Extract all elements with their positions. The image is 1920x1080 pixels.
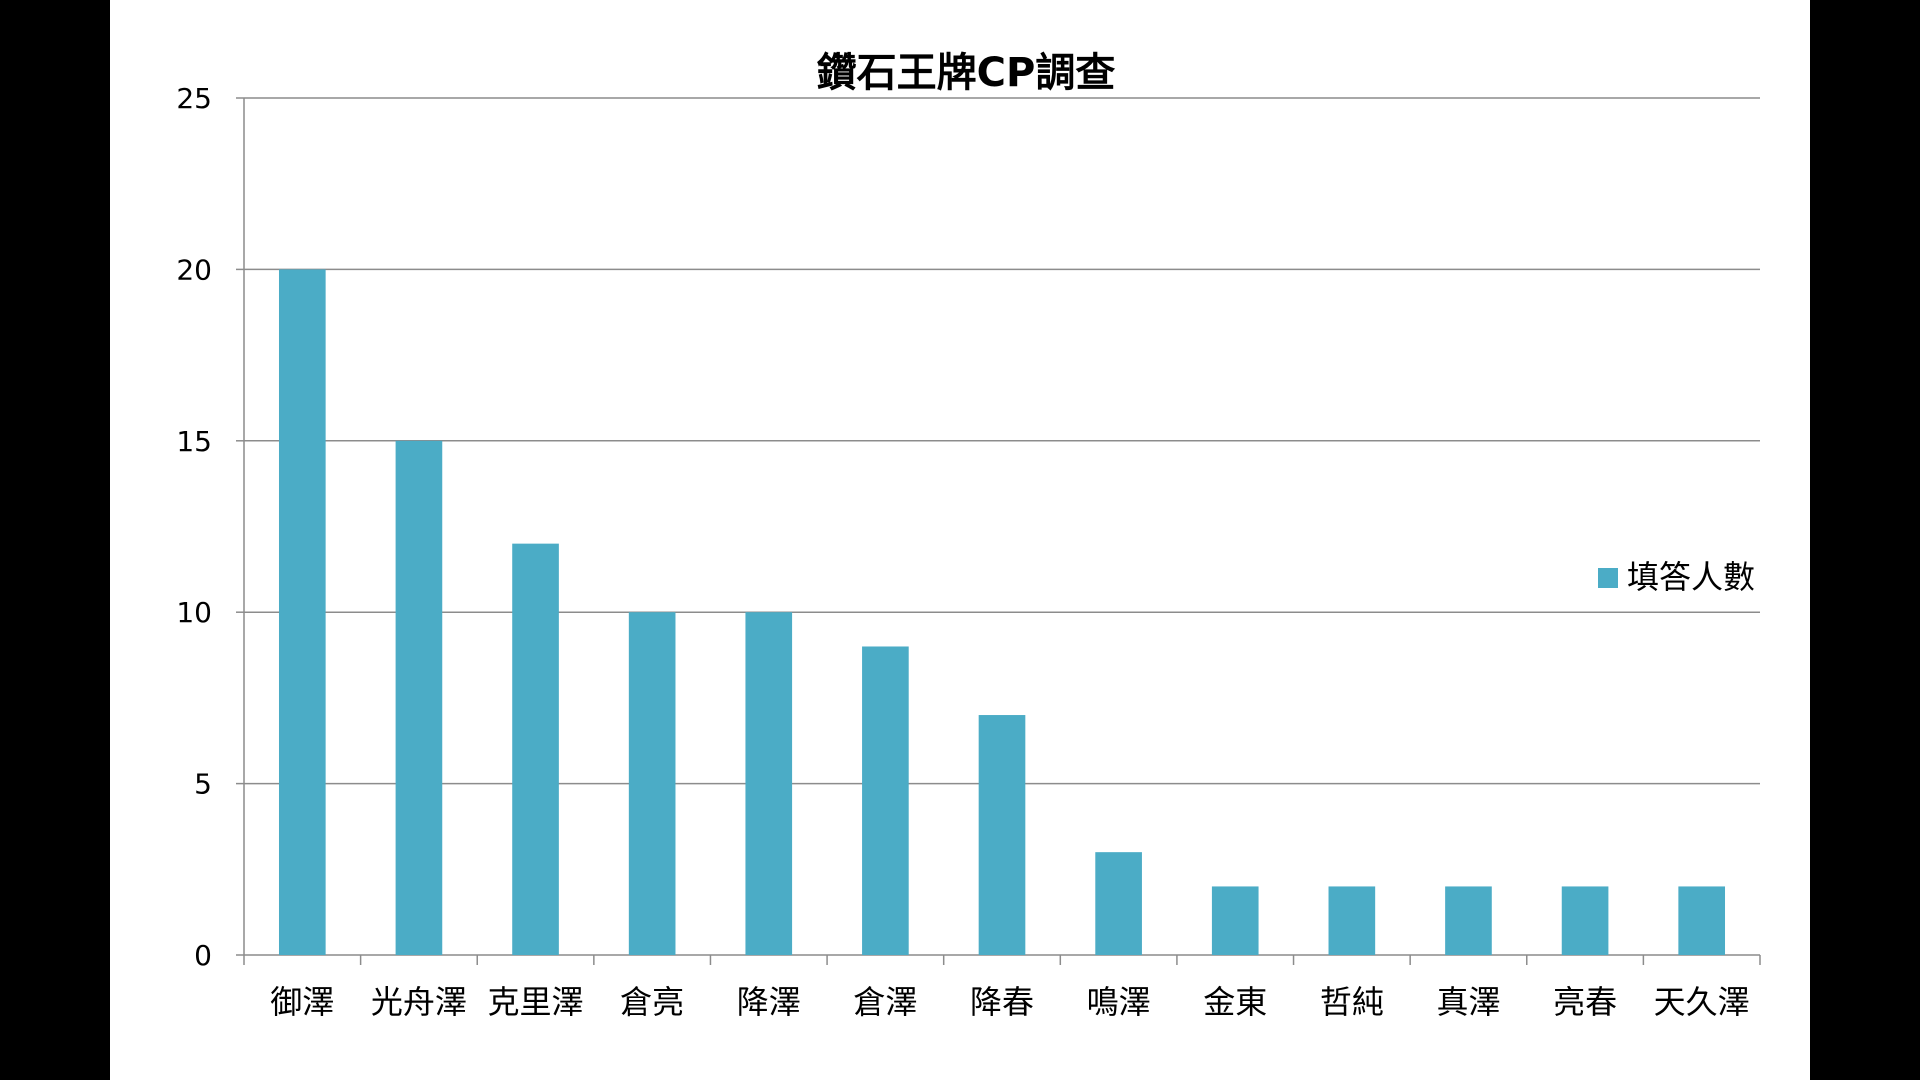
- x-category-label: 倉澤: [853, 983, 917, 1021]
- x-category-label: 光舟澤: [371, 983, 467, 1021]
- legend-label: 填答人數: [1627, 558, 1755, 596]
- x-category-label: 降春: [970, 983, 1034, 1021]
- x-category-label: 亮春: [1553, 983, 1617, 1021]
- bar-11: [1445, 886, 1492, 955]
- x-category-label: 降澤: [737, 983, 801, 1021]
- bar-13: [1678, 886, 1726, 955]
- bar-2: [395, 440, 443, 955]
- legend: 填答人數: [1598, 558, 1755, 596]
- bar-1: [278, 269, 326, 955]
- bar-12: [1561, 886, 1609, 955]
- x-category-label: 真澤: [1436, 983, 1500, 1021]
- chart-title: 鑽石王牌CP調查: [817, 50, 1116, 96]
- y-tick-label: 10: [176, 596, 212, 629]
- bar-5: [745, 612, 793, 955]
- y-tick-label: 15: [176, 425, 212, 458]
- bar-9: [1211, 886, 1259, 955]
- x-category-label: 克里澤: [488, 983, 584, 1021]
- legend-swatch: [1598, 568, 1618, 588]
- gridlines: [244, 97, 1760, 785]
- bars: [278, 269, 1726, 955]
- x-category-label: 御澤: [270, 983, 334, 1021]
- bar-10: [1328, 886, 1376, 955]
- x-category-labels: 御澤 光舟澤 克里澤 倉亮 降澤 倉澤 降春 鳴澤 金東 哲純 真澤 亮春 天久澤: [270, 983, 1749, 1021]
- bar-4: [628, 612, 676, 955]
- x-category-label: 金東: [1203, 983, 1267, 1021]
- y-tick-label: 20: [176, 253, 212, 286]
- y-tick-label: 25: [176, 82, 212, 115]
- x-category-label: 鳴澤: [1087, 983, 1151, 1021]
- x-category-label: 倉亮: [620, 983, 684, 1021]
- bar-6: [862, 646, 909, 955]
- bar-7: [978, 715, 1026, 955]
- x-category-label: 哲純: [1320, 983, 1384, 1021]
- y-tick-label: 0: [194, 939, 212, 972]
- bar-3: [512, 543, 559, 955]
- x-category-label: 天久澤: [1654, 983, 1750, 1021]
- y-tick-labels: 0 5 10 15 20 25: [176, 82, 212, 972]
- y-tick-label: 5: [194, 768, 212, 801]
- bar-8: [1095, 852, 1142, 955]
- slide-canvas: [110, 0, 1810, 1080]
